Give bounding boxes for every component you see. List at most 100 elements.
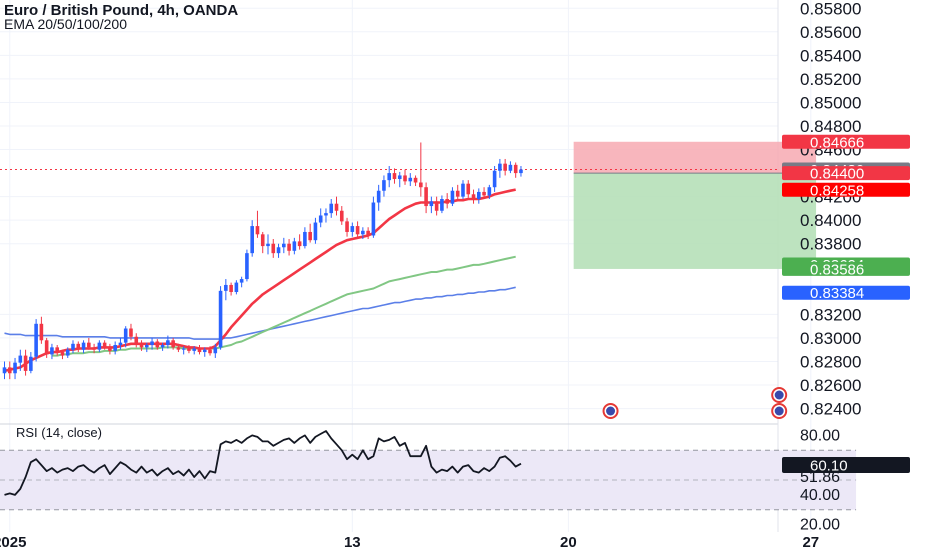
candle-body-7 — [39, 323, 44, 341]
candle-body-91 — [482, 191, 486, 196]
price-label-0: 0.84666 — [810, 134, 864, 151]
candle-body-98 — [519, 169, 523, 174]
candle-body-47 — [250, 226, 254, 254]
candle-body-22 — [118, 342, 123, 345]
candle-body-67 — [355, 226, 360, 235]
candle-body-88 — [466, 183, 471, 195]
price-tick-12: 0.82800 — [800, 352, 861, 371]
candle-body-19 — [102, 342, 107, 348]
price-tick-14: 0.82400 — [800, 400, 861, 419]
candle-body-94 — [498, 163, 502, 171]
candle-body-2 — [13, 362, 17, 374]
candle-body-31 — [166, 340, 170, 345]
time-tick-1: 13 — [344, 534, 361, 550]
candle-body-97 — [513, 164, 518, 174]
candle-body-68 — [361, 230, 365, 235]
price-label-box-2 — [782, 166, 910, 181]
price-tick-8: 0.84000 — [800, 211, 861, 230]
rsi-tick-2: 51.86 — [800, 469, 840, 486]
candle-body-84 — [445, 198, 449, 204]
candle-body-85 — [450, 190, 455, 204]
event-marker-flag-0 — [606, 406, 616, 416]
candle-body-36 — [192, 348, 197, 351]
rsi-legend: RSI (14, close) — [16, 425, 102, 440]
rsi-line — [4, 430, 522, 496]
time-tick-3: 27 — [802, 534, 819, 550]
price-tick-2: 0.85400 — [800, 46, 861, 65]
candle-body-29 — [155, 341, 160, 348]
candle-body-65 — [345, 221, 349, 232]
rsi-pane — [0, 430, 857, 511]
candle-body-51 — [271, 243, 276, 254]
candle-body-21 — [113, 344, 117, 351]
price-tick-5: 0.84800 — [800, 117, 861, 136]
candle-body-16 — [87, 342, 91, 348]
price-tick-4: 0.85000 — [800, 93, 861, 112]
candle-body-59 — [313, 222, 318, 241]
time-tick-0: 2025 — [0, 534, 26, 550]
candle-body-81 — [429, 201, 434, 207]
candle-body-28 — [150, 341, 154, 345]
event-marker-flag-1 — [774, 390, 784, 400]
candle-body-95 — [503, 163, 507, 171]
take-profit-zone — [573, 173, 817, 269]
price-tick-0: 0.85800 — [800, 0, 861, 18]
candle-body-57 — [303, 231, 307, 247]
event-marker-flag-2 — [774, 406, 784, 416]
candle-body-8 — [44, 340, 49, 355]
ema50-line — [51, 255, 516, 357]
candle-body-17 — [92, 347, 96, 350]
candle-body-90 — [477, 191, 481, 199]
price-tick-3: 0.85200 — [800, 70, 861, 89]
candle-body-87 — [461, 183, 465, 197]
candle-body-32 — [171, 340, 175, 348]
candle-body-60 — [318, 215, 323, 223]
candle-body-26 — [139, 343, 144, 348]
price-tick-10: 0.83200 — [800, 305, 861, 324]
candle-body-18 — [97, 342, 102, 350]
candle-body-49 — [260, 234, 265, 247]
candle-body-50 — [266, 243, 270, 247]
candle-body-13 — [71, 343, 75, 350]
candle-body-33 — [176, 347, 181, 350]
price-label-2: 0.84400 — [810, 166, 864, 183]
candle-body-41 — [218, 290, 223, 348]
candle-body-75 — [397, 175, 402, 179]
candle-body-46 — [245, 253, 249, 280]
candle-body-48 — [255, 226, 260, 235]
price-tick-9: 0.83800 — [800, 235, 861, 254]
candle-body-55 — [292, 241, 297, 251]
candle-body-0 — [2, 367, 7, 374]
candle-body-14 — [76, 343, 81, 350]
time-tick-2: 20 — [560, 534, 577, 550]
event-markers — [602, 387, 788, 419]
candle-body-42 — [224, 284, 228, 291]
candle-body-72 — [382, 180, 386, 191]
candle-body-93 — [492, 170, 497, 188]
candle-body-56 — [297, 241, 302, 247]
candle-body-78 — [413, 177, 418, 183]
candlestick-series — [2, 142, 523, 380]
position-zones — [0, 141, 817, 269]
candle-body-44 — [234, 282, 239, 293]
candle-body-66 — [350, 226, 355, 232]
candle-body-83 — [440, 198, 444, 211]
rsi-current-box — [782, 456, 910, 473]
candle-body-30 — [160, 344, 165, 348]
candle-body-27 — [144, 344, 149, 348]
indicator-legend: EMA 20/50/100/200 — [4, 16, 127, 32]
price-label-box-0 — [782, 134, 910, 149]
price-label-5: 0.83586 — [810, 261, 864, 278]
ema-lines — [4, 188, 516, 373]
candle-body-89 — [471, 194, 476, 199]
candle-body-58 — [308, 231, 312, 241]
candle-body-25 — [134, 336, 139, 344]
candle-body-43 — [229, 284, 233, 293]
candle-body-64 — [339, 210, 344, 222]
rsi-tick-3: 40.00 — [800, 487, 840, 504]
candle-body-52 — [276, 247, 281, 254]
candle-body-61 — [324, 213, 328, 216]
candle-body-92 — [487, 187, 492, 196]
candle-body-71 — [376, 190, 381, 203]
price-tick-11: 0.83000 — [800, 329, 861, 348]
